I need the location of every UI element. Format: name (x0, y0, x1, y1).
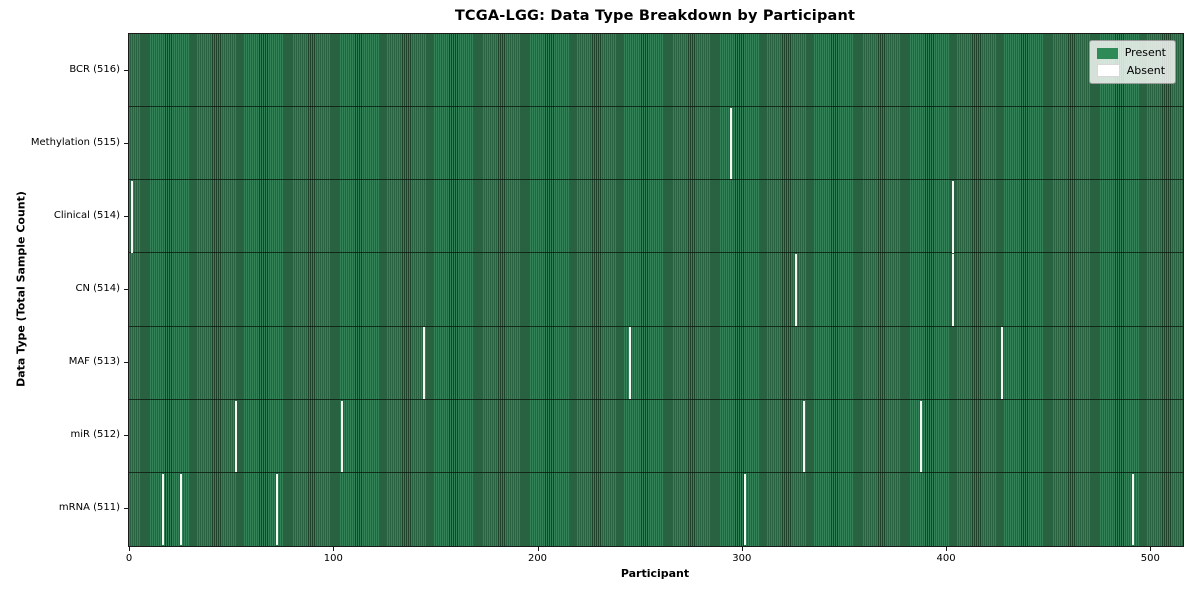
absent-gap-mRNA-72 (276, 473, 279, 546)
x-tick-label-0: 0 (125, 553, 133, 564)
absent-gap-mRNA-301 (743, 473, 746, 546)
absent-gap-mRNA-491 (1131, 473, 1134, 546)
heatmap-row-mRNA (129, 472, 1183, 546)
y-tick-mark-Methylation (124, 142, 128, 144)
y-tick-mark-MAF (124, 362, 128, 364)
heatmap-row-MAF (129, 326, 1183, 400)
present-swatch-icon (1096, 47, 1118, 59)
y-tick-mark-mRNA (124, 508, 128, 510)
x-tick-label-400: 400 (936, 553, 956, 564)
y-tick-label-mRNA: mRNA (511) (58, 502, 120, 514)
x-tick-label-500: 500 (1140, 553, 1160, 564)
absent-gap-miR-52 (235, 400, 238, 473)
absent-swatch-icon (1096, 64, 1120, 77)
absent-gap-MAF-245 (629, 327, 632, 399)
y-tick-label-CN: CN (514) (75, 283, 120, 294)
x-tick-mark-300 (741, 547, 743, 551)
heatmap-row-Methylation (129, 107, 1183, 181)
legend: Present Absent (1088, 40, 1176, 84)
y-tick-mark-CN (124, 289, 128, 290)
absent-gap-CN-403 (952, 254, 955, 326)
y-tick-label-MAF: MAF (513) (68, 356, 120, 368)
x-tick-label-100: 100 (323, 553, 343, 564)
absent-gap-MAF-144 (423, 327, 426, 399)
x-tick-mark-0 (129, 547, 130, 551)
absent-gap-CN-326 (794, 254, 797, 326)
absent-gap-mRNA-16 (161, 473, 164, 546)
absent-gap-miR-104 (341, 400, 344, 473)
absent-gap-miR-330 (803, 400, 806, 473)
x-tick-label-300: 300 (732, 553, 752, 564)
plot-area: Present Absent (128, 33, 1184, 547)
x-tick-mark-400 (946, 547, 948, 551)
absent-gap-mRNA-25 (180, 473, 183, 546)
absent-gap-miR-387 (919, 400, 922, 473)
y-tick-mark-miR (124, 435, 128, 437)
heatmap-row-Clinical (129, 180, 1183, 254)
y-tick-mark-BCR (124, 69, 128, 71)
y-tick-label-Methylation: Methylation (515) (30, 136, 120, 148)
legend-absent-label: Absent (1126, 63, 1166, 77)
heatmap-row-miR (129, 399, 1183, 473)
absent-gap-Clinical-1 (131, 181, 134, 253)
x-tick-label-200: 200 (527, 553, 548, 564)
absent-gap-Methylation-294 (729, 107, 732, 180)
x-tick-mark-200 (537, 547, 539, 551)
y-tick-label-BCR: BCR (516) (69, 63, 120, 75)
x-axis-label: Participant (620, 567, 690, 580)
absent-gap-MAF-427 (1001, 327, 1004, 399)
y-tick-mark-Clinical (124, 215, 128, 217)
y-tick-label-Clinical: Clinical (514) (53, 209, 120, 221)
legend-item-absent: Absent (1096, 63, 1166, 77)
x-tick-mark-100 (333, 547, 335, 551)
legend-present-label: Present (1124, 46, 1166, 59)
x-tick-mark-500 (1150, 547, 1152, 551)
legend-item-present: Present (1096, 46, 1166, 59)
heatmap-row-BCR (129, 34, 1183, 108)
chart-title: TCGA-LGG: Data Type Breakdown by Partici… (454, 8, 856, 24)
heatmap-row-CN (129, 253, 1183, 327)
absent-gap-Clinical-403 (952, 181, 955, 253)
y-tick-label-miR: miR (512) (70, 429, 120, 441)
